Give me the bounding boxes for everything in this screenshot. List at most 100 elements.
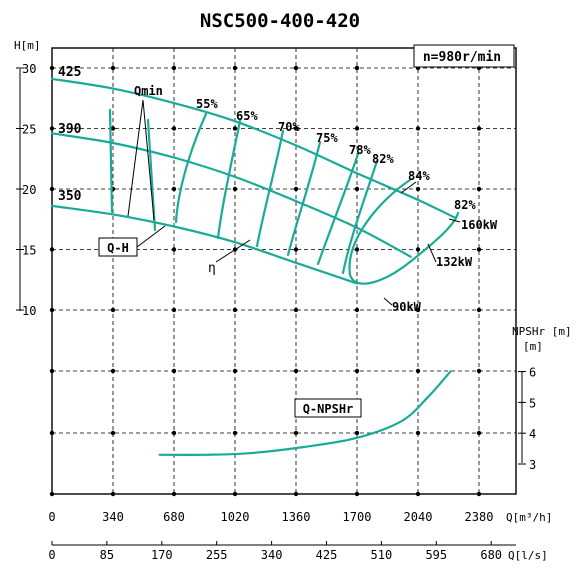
grid-node xyxy=(110,65,116,71)
x-primary-tick-label: 680 xyxy=(163,510,185,524)
eff-curve-78 xyxy=(316,152,360,266)
grid-node xyxy=(293,247,299,252)
x-primary-tick-label: 1700 xyxy=(343,510,372,524)
eff-label-82a: 82% xyxy=(372,152,394,166)
x-axis-primary-ticks: 0 340 680 1020 1360 1700 2040 2380 xyxy=(48,510,493,524)
grid-node xyxy=(354,126,360,131)
grid-node xyxy=(354,186,360,192)
grid-node xyxy=(171,430,177,436)
grid-node xyxy=(293,368,299,374)
eff-curve-55 xyxy=(174,112,208,224)
grid-node xyxy=(110,368,116,374)
grid-node xyxy=(232,186,238,192)
y-head-tick-label: 15 xyxy=(22,244,36,258)
y-npsh-tick-label: 3 xyxy=(529,458,536,472)
chart-title: NSC500-400-420 xyxy=(200,10,360,32)
series-curve-425 xyxy=(50,77,457,220)
y-axis-npsh-ticks: 6 5 4 3 xyxy=(518,366,536,472)
eff-curve-65 xyxy=(216,119,242,240)
power-leader-160 xyxy=(448,218,461,223)
grid-node xyxy=(232,307,238,313)
eff-label: η xyxy=(208,261,216,276)
qmin-leader-1 xyxy=(127,99,144,217)
x-secondary-tick-label: 85 xyxy=(100,548,114,562)
eff-curve-75 xyxy=(286,140,322,257)
y-axis-head-label: H[m] xyxy=(14,39,41,52)
qh-leader xyxy=(136,225,166,248)
grid-node xyxy=(110,126,116,131)
power-leader-132 xyxy=(427,243,437,263)
qmin-leader-2 xyxy=(142,99,155,221)
speed-box xyxy=(413,44,515,68)
y-head-tick-label: 25 xyxy=(22,123,36,137)
npsh-label: Q-NPSHr xyxy=(303,402,354,416)
eff-leader xyxy=(215,239,251,263)
power-labels: 160kW 132kW 90kW xyxy=(392,218,498,314)
y-head-tick-label: 30 xyxy=(22,62,36,76)
grid-node xyxy=(293,126,299,131)
x-primary-tick-label: 340 xyxy=(102,510,124,524)
eff-curve-70 xyxy=(255,129,285,248)
x-axis-secondary-ticks: 0 85 170 255 340 425 510 595 680 xyxy=(48,541,502,562)
curves xyxy=(50,77,457,456)
x-secondary-tick-label: 680 xyxy=(480,548,502,562)
eff-curve-82 xyxy=(341,159,379,275)
power-label-132: 132kW xyxy=(436,255,473,269)
qmin-lines xyxy=(108,108,157,232)
qmin-line-1 xyxy=(146,118,157,232)
x-primary-tick-label: 1360 xyxy=(282,510,311,524)
qmin-label: Qmin xyxy=(134,84,163,98)
impeller-label-350: 350 xyxy=(58,189,82,204)
impeller-labels: 425 390 350 xyxy=(58,65,82,204)
grid-node xyxy=(171,247,177,252)
eff-label-55: 55% xyxy=(196,97,218,111)
eff-label-78: 78% xyxy=(349,143,371,157)
y-npsh-tick-label: 4 xyxy=(529,427,536,441)
power-leader-90 xyxy=(383,297,393,306)
grid-node xyxy=(110,430,116,436)
eff-label-75: 75% xyxy=(316,131,338,145)
x-axis-primary-label: Q[m³/h] xyxy=(506,511,552,524)
grid-node xyxy=(415,430,421,436)
grid-node xyxy=(354,247,360,252)
series-curve-350 xyxy=(50,204,359,285)
grid-node xyxy=(171,307,177,313)
efficiency-labels: 55% 65% 70% 75% 78% 82% 84% 82% xyxy=(196,97,476,212)
x-primary-tick-label: 2380 xyxy=(465,510,494,524)
grid-node xyxy=(415,307,421,313)
grid-node xyxy=(232,368,238,374)
grid-node xyxy=(415,368,421,374)
x-axis-secondary-label: Q[l/s] xyxy=(508,549,548,562)
grid-node xyxy=(476,430,482,436)
series-curve-390 xyxy=(50,132,412,258)
grid-node xyxy=(354,65,360,71)
y-axis-head-ticks: 30 25 20 15 10 xyxy=(16,62,36,318)
npsh-label-box xyxy=(294,398,362,418)
qmin-line-2 xyxy=(108,108,114,214)
power-label-160: 160kW xyxy=(461,218,498,232)
x-secondary-tick-label: 340 xyxy=(261,548,283,562)
grid-node xyxy=(354,368,360,374)
eff-label-84: 84% xyxy=(408,169,430,183)
grid-node xyxy=(293,186,299,192)
x-secondary-tick-label: 255 xyxy=(206,548,228,562)
y-axis-npsh-label: NPSHr [m] xyxy=(512,325,572,338)
grid-node xyxy=(415,247,421,252)
grid-node xyxy=(171,186,177,192)
grid-node xyxy=(232,65,238,71)
eff-label-82b: 82% xyxy=(454,198,476,212)
series-curve-q-npshr xyxy=(158,370,452,456)
y-head-tick-label: 20 xyxy=(22,183,36,197)
y-head-tick-label: 10 xyxy=(22,304,36,318)
speed-label: n=980r/min xyxy=(423,50,501,65)
grid-node xyxy=(354,307,360,313)
iso-efficiency-curves xyxy=(174,112,460,285)
x-secondary-tick-label: 595 xyxy=(425,548,447,562)
grid-node xyxy=(415,186,421,192)
grid-node xyxy=(232,126,238,131)
grid-node xyxy=(293,65,299,71)
x-secondary-tick-label: 170 xyxy=(151,548,173,562)
grid-node xyxy=(476,368,482,374)
grid-node xyxy=(171,65,177,71)
grid xyxy=(49,48,516,497)
